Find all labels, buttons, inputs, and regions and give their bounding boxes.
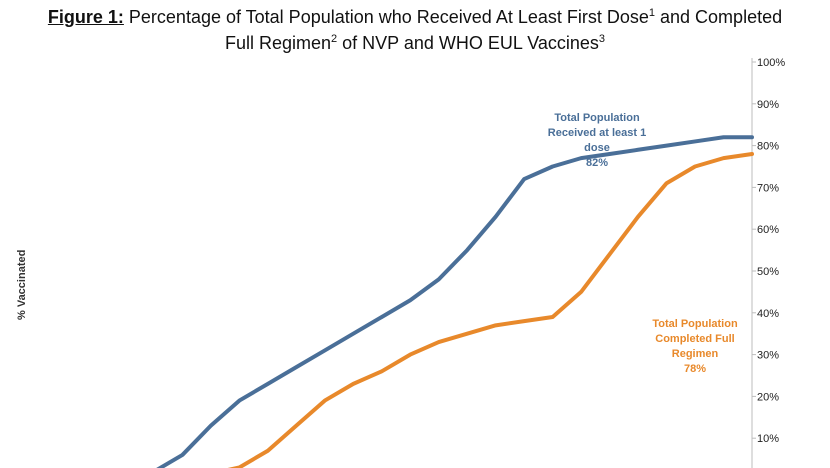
y-tick-label: 80% — [757, 141, 779, 153]
y-tick-label: 30% — [757, 350, 779, 362]
y-tick-label: 10% — [757, 433, 779, 445]
series-line-first-dose — [156, 135, 754, 468]
annotation-full-regimen: Completed Full — [655, 333, 734, 345]
y-tick-label: 40% — [757, 308, 779, 320]
annotation-full-regimen: Total Population — [652, 318, 738, 330]
figure-label: Figure 1: — [47, 7, 124, 27]
annotation-full-regimen: Regimen — [672, 348, 719, 360]
title-line1-b: and Completed — [655, 7, 783, 27]
annotation-first-dose: dose — [584, 142, 610, 154]
y-tick-label: 60% — [757, 224, 779, 236]
title-sup2: 2 — [331, 33, 338, 45]
title-sup3: 3 — [598, 33, 606, 45]
annotation-full-regimen: 78% — [684, 363, 706, 375]
y-tick-label: 70% — [757, 182, 779, 194]
title-line2: Full Regimen — [224, 33, 331, 53]
y-tick-label: 100% — [757, 57, 785, 69]
y-tick-label: 20% — [757, 391, 779, 403]
y-tick-label: 50% — [757, 266, 779, 278]
title-line2-b: of NVP and WHO EUL Vaccines — [337, 33, 599, 53]
series-line-full-regimen — [227, 151, 754, 468]
annotation-first-dose: Received at least 1 — [548, 127, 646, 139]
annotation-first-dose: 82% — [586, 157, 608, 169]
chart-title: Figure 1: Percentage of Total Population… — [0, 2, 830, 54]
title-line1: Percentage of Total Population who Recei… — [128, 7, 649, 27]
y-tick-label: 90% — [757, 99, 779, 111]
title-sup1: 1 — [648, 7, 656, 19]
annotation-first-dose: Total Population — [554, 112, 640, 124]
